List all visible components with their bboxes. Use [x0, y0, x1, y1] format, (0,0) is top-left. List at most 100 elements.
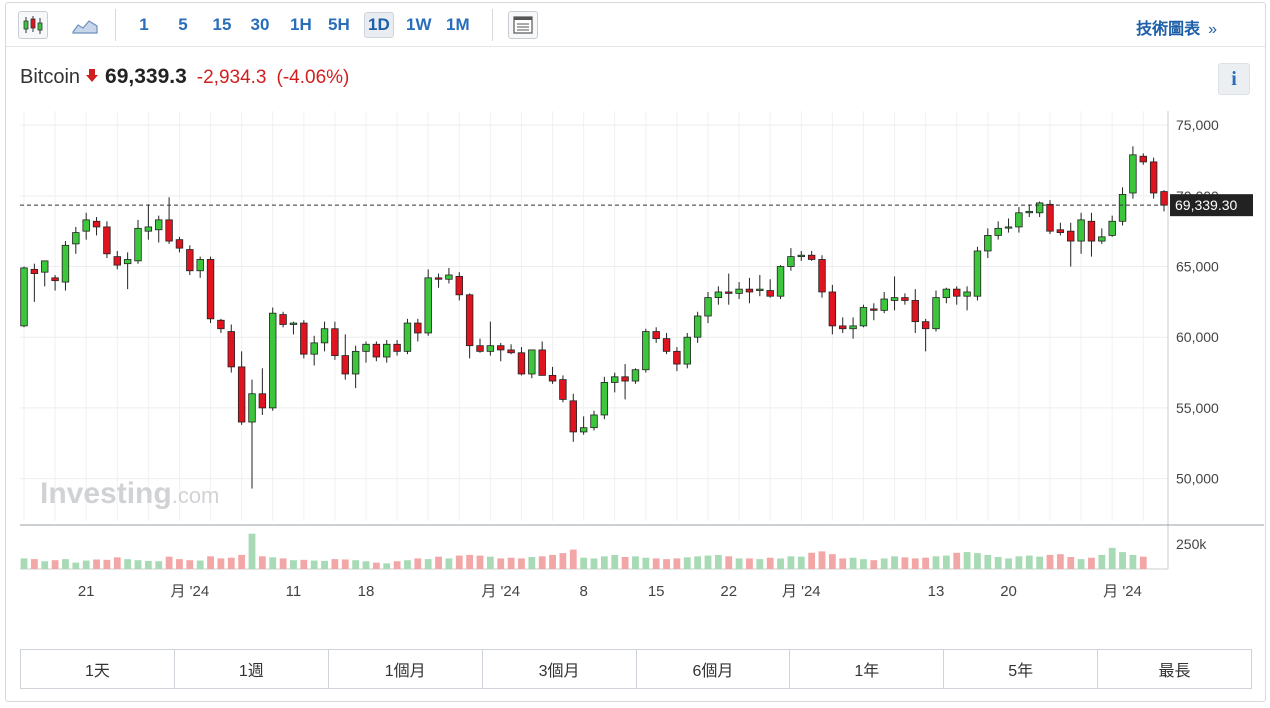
candle-body: [890, 297, 899, 301]
area-chart-type-icon[interactable]: [70, 11, 100, 39]
candle-body: [818, 259, 826, 293]
volume-bar: [30, 559, 38, 569]
volume-bar: [766, 557, 774, 569]
volume-bar: [341, 559, 349, 569]
candle-body: [745, 288, 754, 293]
volume-bar: [714, 554, 722, 569]
range-tab-4[interactable]: 6個月: [636, 650, 791, 688]
range-tab-2[interactable]: 1個月: [328, 650, 483, 688]
candlestick-chart-type-icon[interactable]: [18, 11, 48, 39]
volume-bar: [787, 556, 795, 569]
candle-body: [372, 343, 381, 358]
volume-bar: [93, 559, 100, 569]
candle-body: [186, 249, 194, 272]
candle-body: [642, 331, 650, 371]
interval-1h[interactable]: 1H: [290, 15, 312, 34]
volume-bar: [673, 558, 681, 569]
volume-bar: [725, 556, 733, 569]
candle-body: [621, 376, 629, 382]
candle-body: [92, 220, 101, 228]
candle-body: [248, 393, 256, 423]
interval-1w[interactable]: 1W: [406, 15, 432, 34]
volume-bar: [103, 559, 111, 569]
candle-body: [880, 298, 888, 311]
volume-bar: [486, 556, 494, 569]
candle-body: [776, 266, 785, 297]
volume-bar: [372, 562, 380, 569]
candle-body: [963, 291, 971, 297]
technical-chart-label: 技術圖表: [1136, 21, 1201, 38]
range-tab-5[interactable]: 1年: [790, 650, 945, 688]
last-price-label: 69,339.30: [1175, 197, 1237, 213]
candle-body: [579, 427, 588, 433]
candle-body: [206, 259, 215, 320]
info-button[interactable]: i: [1218, 63, 1250, 95]
volume-bar: [984, 554, 992, 569]
volume-bar: [652, 558, 660, 569]
candle-body: [839, 325, 847, 330]
volume-bar: [393, 561, 401, 569]
technical-chart-link[interactable]: 技術圖表 »: [1136, 15, 1217, 39]
candle-body: [590, 414, 598, 429]
candle-body: [497, 345, 505, 351]
toolbar-divider: [492, 9, 493, 41]
candle-body: [600, 382, 609, 416]
range-tab-6[interactable]: 5年: [944, 650, 1099, 688]
price-change: -2,934.3: [196, 67, 267, 88]
volume-bar: [41, 561, 49, 569]
candle-body: [859, 307, 868, 327]
interval-5h[interactable]: 5H: [328, 15, 350, 34]
range-tab-7[interactable]: 最長: [1098, 650, 1251, 688]
toolbar-divider: [115, 9, 116, 41]
candle-body: [82, 219, 90, 232]
instrument-name: Bitcoin: [20, 66, 81, 88]
candle-body: [1129, 154, 1137, 194]
volume-bar: [331, 559, 339, 569]
investing-watermark-logo: Investing.com: [40, 477, 219, 510]
candle-body: [559, 379, 567, 400]
candle-body: [538, 349, 546, 376]
volume-bar: [549, 554, 556, 569]
volume-bar: [518, 558, 525, 569]
interval-30[interactable]: 30: [250, 15, 270, 34]
quote-header: Bitcoin 69,339.3 -2,934.3 (-4.06%): [20, 65, 349, 89]
volume-bar: [1067, 557, 1075, 569]
candle-body: [1108, 220, 1116, 236]
x-tick-label: 20: [1000, 583, 1017, 600]
interval-1d[interactable]: 1D: [364, 12, 394, 38]
volume-bar: [207, 556, 214, 569]
volume-bar: [953, 552, 961, 569]
candle-body: [445, 274, 453, 280]
candle-body: [351, 350, 360, 375]
volume-bar: [663, 559, 670, 569]
volume-bar: [901, 557, 909, 569]
interval-5[interactable]: 5: [178, 15, 188, 34]
time-range-selector: 1天 1週 1個月 3個月 6個月 1年 5年 最長: [20, 649, 1252, 689]
x-tick-label: 月 '24: [170, 583, 209, 600]
volume-bar: [880, 558, 888, 569]
volume-bar: [507, 557, 515, 569]
candle-body: [704, 297, 712, 317]
candle-body: [424, 277, 432, 334]
y-tick-label: 55,000: [1176, 400, 1219, 416]
candle-body: [1067, 230, 1075, 242]
volume-bar: [1036, 556, 1044, 569]
candle-body: [631, 369, 640, 382]
interval-1m[interactable]: 1M: [446, 15, 470, 34]
candle-body: [362, 343, 370, 352]
y-tick-label: 60,000: [1176, 329, 1219, 345]
volume-bar: [922, 557, 930, 569]
candle-body: [1056, 229, 1065, 233]
candle-body: [383, 343, 391, 358]
range-tab-3[interactable]: 3個月: [482, 650, 637, 688]
volume-bar: [124, 559, 132, 569]
x-tick-label: 月 '24: [481, 583, 520, 600]
interval-1[interactable]: 1: [139, 15, 149, 34]
range-tab-1[interactable]: 1週: [174, 650, 329, 688]
candle-body: [994, 227, 1002, 236]
news-panel-icon[interactable]: [508, 11, 538, 39]
price-chart[interactable]: 75,00070,00065,00060,00055,00050,000Inve…: [6, 3, 1265, 643]
range-tab-0[interactable]: 1天: [21, 650, 175, 688]
interval-15[interactable]: 15: [212, 15, 232, 34]
volume-bar: [942, 555, 950, 569]
